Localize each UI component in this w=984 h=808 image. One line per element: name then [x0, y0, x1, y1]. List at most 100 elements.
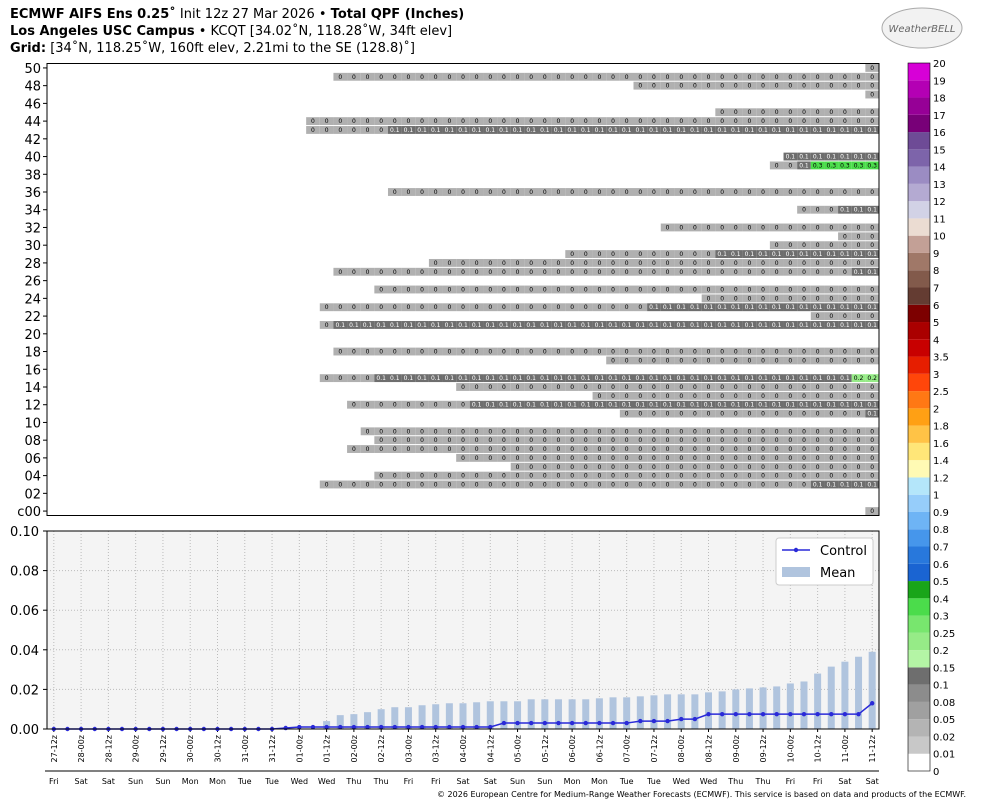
x-tick-label: 05-00z — [514, 735, 523, 762]
cell-label: 0 — [802, 83, 806, 90]
cell-label: 0.1 — [867, 251, 877, 258]
cell-label: 0.2 — [867, 375, 877, 382]
cell-label: 0 — [870, 446, 874, 453]
cell — [756, 436, 770, 445]
cell — [824, 117, 839, 126]
cell-label: 0 — [679, 118, 683, 125]
cell — [592, 117, 607, 126]
cell-label: 0 — [748, 384, 752, 391]
colorbar-band — [908, 650, 930, 668]
cell-label: 0.1 — [786, 402, 796, 409]
cell-label: 0 — [652, 74, 656, 81]
cell-label: 0 — [679, 481, 683, 488]
cell — [442, 436, 457, 445]
x-tick-label: 29-00z — [132, 735, 141, 762]
cell-label: 0 — [557, 473, 561, 480]
cell — [756, 347, 770, 356]
cell — [728, 471, 743, 480]
cell-label: 0 — [870, 508, 874, 515]
colorbar-label: 0.7 — [933, 543, 949, 554]
cell-label: 0 — [679, 224, 683, 231]
cell — [865, 205, 879, 214]
cell — [838, 347, 852, 356]
cell — [619, 445, 634, 453]
cell-label: 0 — [870, 92, 874, 99]
bar — [827, 666, 835, 729]
cell-label: 0 — [461, 287, 465, 294]
cell — [797, 374, 811, 383]
cell — [701, 471, 716, 480]
cell — [865, 312, 879, 321]
cell — [551, 72, 566, 81]
cell — [851, 232, 866, 241]
colorbar-band — [908, 753, 930, 771]
cell — [592, 258, 607, 267]
cell-label: 0 — [557, 428, 561, 435]
cell — [387, 347, 402, 356]
cell — [865, 347, 879, 356]
cell — [810, 303, 825, 312]
cell-label: 0 — [843, 242, 847, 249]
cell-label: 0.1 — [704, 304, 714, 311]
cell — [851, 117, 866, 126]
cell-label: 0 — [584, 74, 588, 81]
cell — [469, 117, 484, 126]
header-line: Grid: [34˚N, 118.25˚W, 160ft elev, 2.21m… — [10, 40, 464, 57]
plot-border — [46, 530, 880, 730]
y-tick-label: 26 — [24, 275, 41, 290]
point — [447, 724, 452, 730]
cell-label: 0 — [584, 384, 588, 391]
cell-label: 0.1 — [622, 375, 632, 382]
point — [760, 711, 766, 717]
cell — [824, 480, 839, 489]
cell-label: 0 — [338, 118, 342, 125]
cell — [428, 347, 443, 356]
cell — [374, 400, 388, 409]
bar — [336, 715, 344, 729]
cell-label: 0.1 — [867, 207, 877, 214]
y-tick-label: 48 — [24, 80, 41, 95]
cell — [660, 409, 675, 418]
bar — [527, 699, 535, 729]
cell — [838, 241, 852, 250]
cell — [865, 108, 879, 117]
cell-label: 0 — [557, 287, 561, 294]
cell-label: 0.1 — [786, 154, 796, 161]
x-tick-label: 02-12z — [377, 735, 386, 762]
cell-label: 0.1 — [363, 322, 373, 329]
colorbar-band — [908, 477, 930, 495]
cell — [701, 81, 716, 90]
cell-label: 0 — [857, 118, 861, 125]
cell-label: 0 — [788, 393, 792, 400]
cell-label: 0 — [748, 464, 752, 471]
cell — [660, 400, 675, 409]
cell-label: 0 — [870, 83, 874, 90]
cell-label: 0.1 — [854, 481, 864, 488]
cell-label: 0.1 — [649, 127, 659, 134]
colorbar-label: 17 — [933, 111, 946, 122]
cell-label: 0 — [420, 402, 424, 409]
day-label: Sat — [866, 777, 879, 786]
cell-label: 0.1 — [554, 375, 564, 382]
x-tick-label: 04-12z — [486, 735, 495, 762]
cell-label: 0.1 — [554, 322, 564, 329]
cell — [824, 347, 839, 356]
cell-label: 0 — [734, 393, 738, 400]
cell-label: 0 — [393, 74, 397, 81]
y-tick-label: c00 — [17, 505, 41, 520]
cell-label: 0 — [870, 260, 874, 267]
cell-label: 0 — [788, 473, 792, 480]
cell-label: 0 — [679, 189, 683, 196]
cell — [510, 374, 525, 383]
cell — [456, 445, 470, 453]
cell-label: 0 — [816, 287, 820, 294]
cell — [728, 294, 743, 303]
cell-label: 0 — [720, 437, 724, 444]
cell-label: 0.1 — [840, 207, 850, 214]
cell-label: 0 — [693, 287, 697, 294]
cell — [469, 188, 484, 196]
cell — [783, 391, 798, 400]
cell-label: 0 — [829, 313, 833, 320]
cell — [783, 462, 798, 471]
cell — [387, 285, 402, 294]
